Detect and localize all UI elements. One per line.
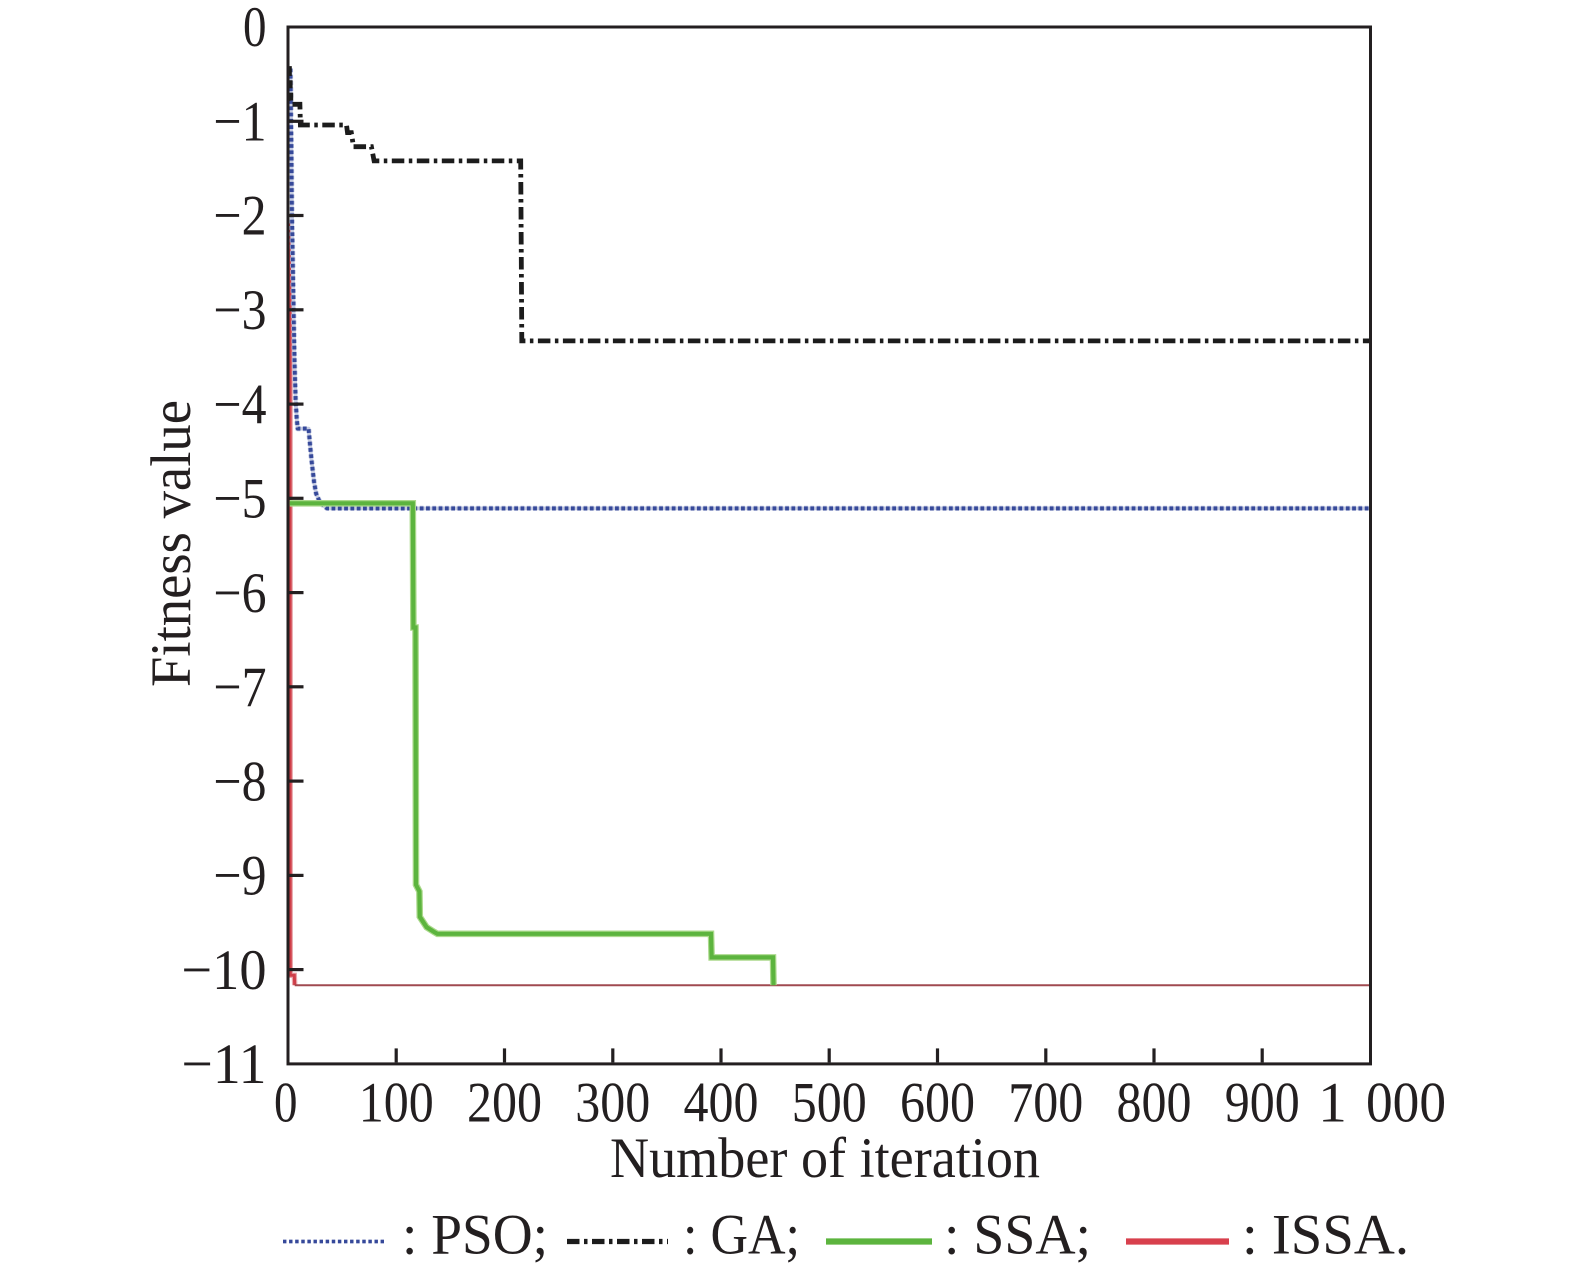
- svg-text:500: 500: [792, 1072, 867, 1135]
- svg-text:−1: −1: [214, 91, 267, 154]
- svg-text:−2: −2: [214, 185, 267, 248]
- svg-text:200: 200: [467, 1072, 542, 1135]
- svg-text:−3: −3: [214, 279, 267, 342]
- svg-text:700: 700: [1008, 1072, 1083, 1135]
- svg-text:900: 900: [1225, 1072, 1300, 1135]
- svg-text:−10: −10: [182, 939, 267, 1002]
- svg-text:0: 0: [243, 0, 267, 59]
- svg-text:−9: −9: [214, 845, 267, 908]
- svg-text:: ISSA.: : ISSA.: [1242, 1204, 1409, 1267]
- svg-text:000: 000: [1366, 1072, 1446, 1135]
- svg-text:−6: −6: [214, 562, 267, 625]
- svg-text:Number of iteration: Number of iteration: [610, 1127, 1040, 1190]
- svg-text:−7: −7: [214, 656, 267, 719]
- svg-text:−5: −5: [214, 468, 267, 531]
- svg-text:: GA;: : GA;: [683, 1204, 800, 1267]
- svg-text:: SSA;: : SSA;: [944, 1204, 1091, 1267]
- svg-text:100: 100: [359, 1072, 434, 1135]
- svg-text:: PSO;: : PSO;: [402, 1204, 548, 1267]
- svg-text:1: 1: [1318, 1072, 1347, 1135]
- svg-text:0: 0: [274, 1072, 298, 1135]
- svg-text:Fitness value: Fitness value: [140, 400, 203, 687]
- svg-text:800: 800: [1117, 1072, 1192, 1135]
- svg-text:−8: −8: [214, 750, 267, 813]
- svg-text:−11: −11: [182, 1033, 267, 1096]
- svg-text:300: 300: [575, 1072, 650, 1135]
- svg-text:600: 600: [900, 1072, 975, 1135]
- svg-text:−4: −4: [214, 373, 267, 436]
- svg-text:400: 400: [684, 1072, 759, 1135]
